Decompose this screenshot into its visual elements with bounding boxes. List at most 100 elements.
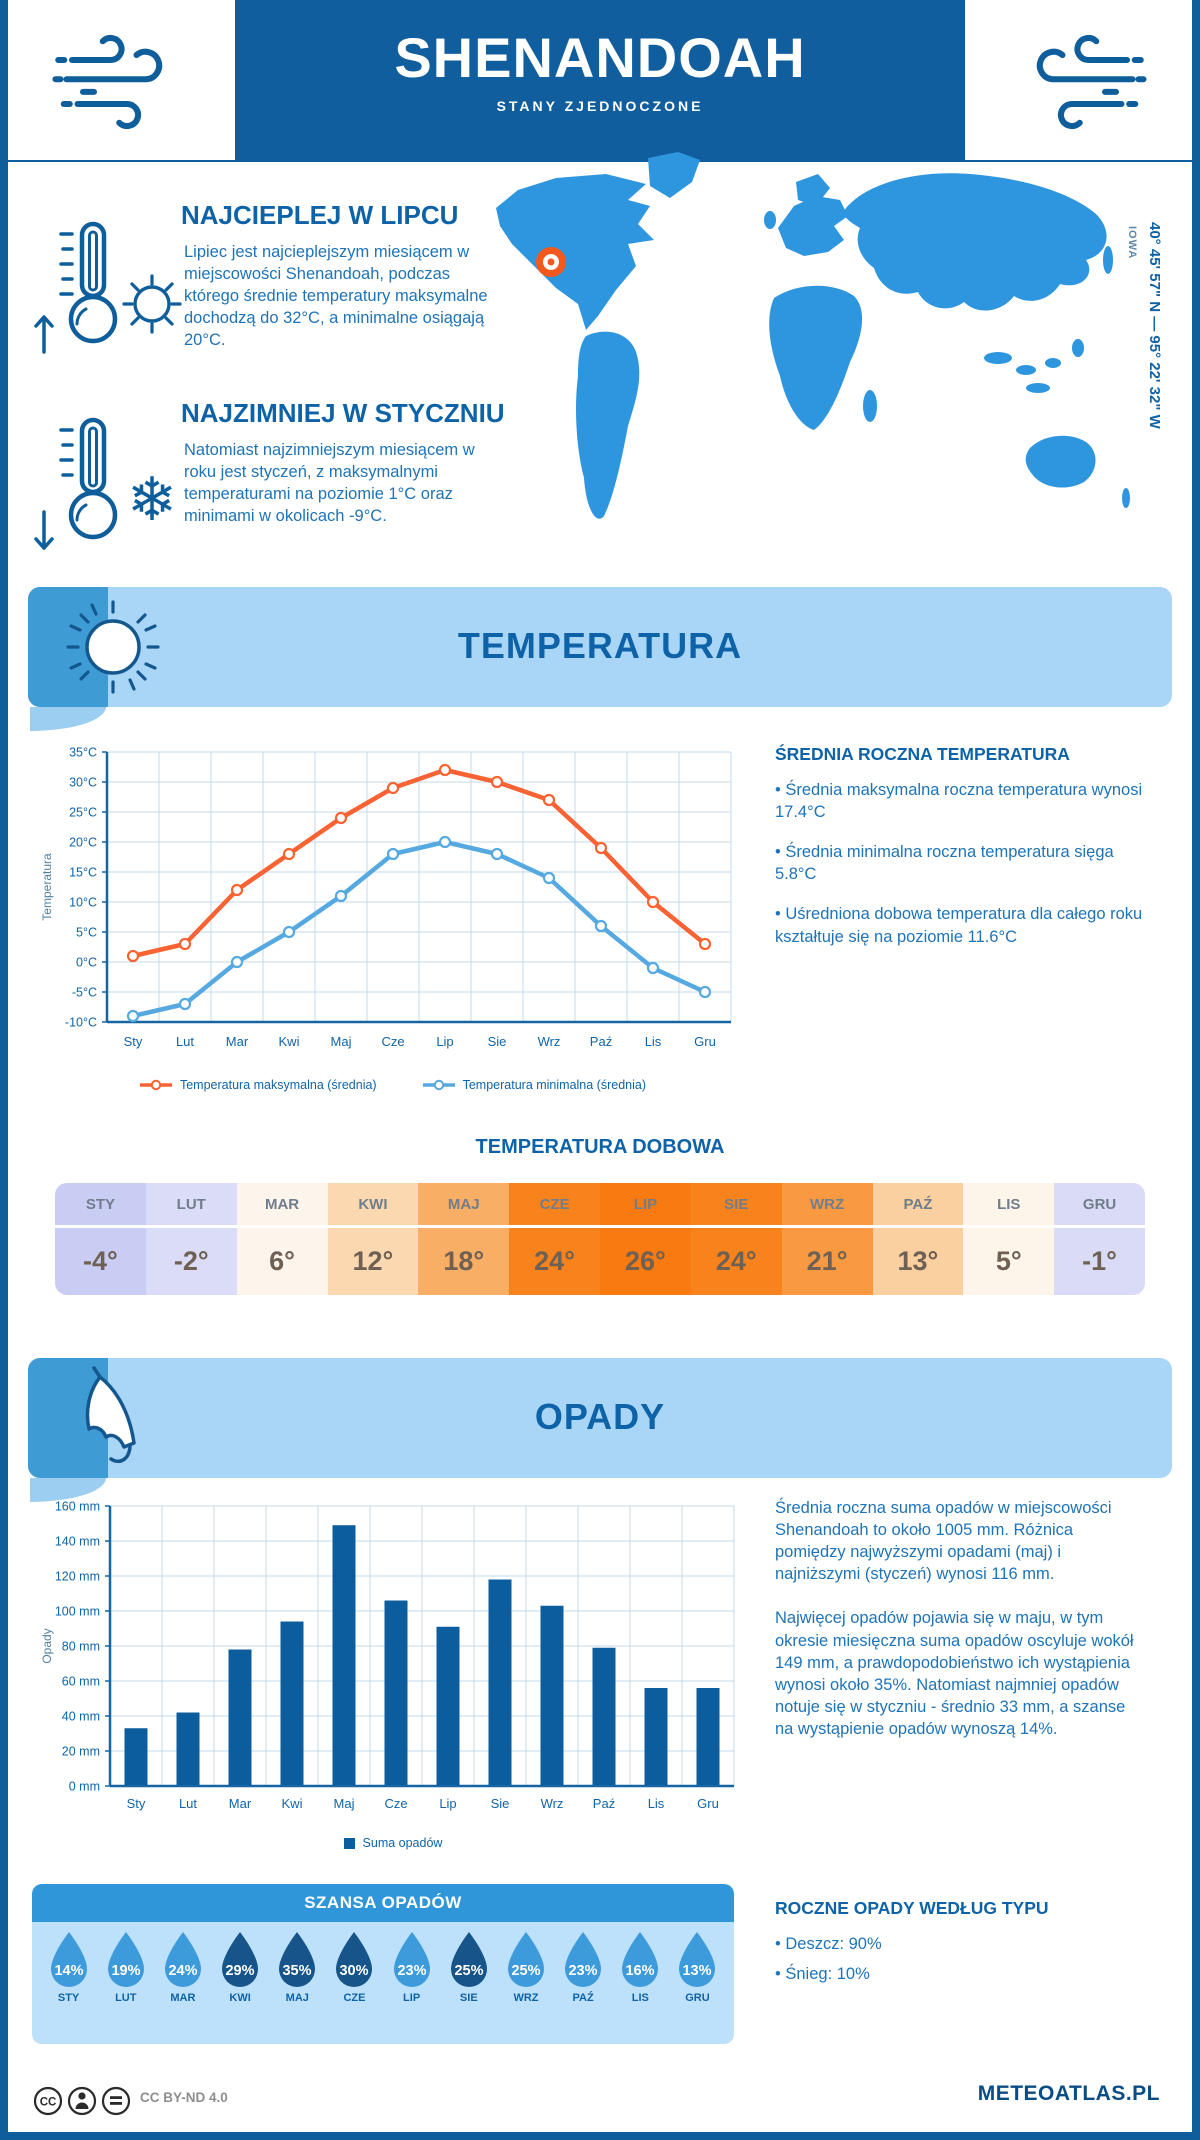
svg-text:Temperatura: Temperatura: [40, 853, 54, 921]
svg-text:0 mm: 0 mm: [69, 1780, 100, 1794]
wind-icon: [1036, 34, 1147, 130]
svg-text:20°C: 20°C: [69, 836, 97, 850]
region-label: IOWA: [1126, 226, 1138, 260]
cc-license-icons: CC: [33, 2086, 131, 2116]
temperature-banner: TEMPERATURA: [28, 587, 1172, 731]
svg-text:19%: 19%: [111, 1963, 140, 1979]
precipitation-banner: OPADY: [28, 1358, 1172, 1502]
svg-text:Lip: Lip: [436, 1034, 453, 1049]
svg-text:100 mm: 100 mm: [55, 1605, 100, 1619]
svg-text:160 mm: 160 mm: [55, 1500, 100, 1514]
temperature-value-cell: 18°: [418, 1228, 510, 1295]
svg-text:35°C: 35°C: [69, 746, 97, 760]
svg-text:Paź: Paź: [593, 1796, 615, 1811]
temperature-value-cell: 21°: [781, 1228, 873, 1295]
temperature-value-cell: 24°: [690, 1228, 782, 1295]
svg-text:Opady: Opady: [40, 1628, 54, 1663]
chance-month-label: LUT: [115, 1992, 137, 2004]
raindrop-icon: 25%: [507, 1932, 544, 1987]
svg-text:80 mm: 80 mm: [62, 1640, 100, 1654]
chance-month-label: MAJ: [285, 1992, 309, 2004]
precipitation-chance-drops: 14% STY 19% LUT 24% MAR 29% KWI 35% MAJ 30% CZE 23% L…: [32, 1922, 734, 2044]
svg-text:25%: 25%: [454, 1963, 483, 1979]
header-right-corner: [965, 0, 1192, 160]
chance-month-label: CZE: [343, 1992, 366, 2004]
chance-drop-item: 24% MAR: [154, 1930, 211, 2044]
temperature-banner-title: TEMPERATURA: [457, 625, 743, 666]
month-header-cell: LIS: [963, 1183, 1055, 1225]
svg-text:Lut: Lut: [179, 1796, 197, 1811]
coldest-title: NAJZIMNIEJ W STYCZNIU: [181, 398, 505, 428]
right-border: [1192, 0, 1200, 2140]
chance-drop-item: 23% PAŹ: [555, 1930, 612, 2044]
precipitation-chance-box: SZANSA OPADÓW 14% STY 19% LUT 24% MAR 29% KWI 35…: [32, 1884, 734, 2044]
svg-text:0°C: 0°C: [76, 956, 97, 970]
svg-text:Lis: Lis: [645, 1034, 662, 1049]
chance-month-label: MAR: [170, 1992, 196, 2004]
precipitation-banner-title: OPADY: [534, 1396, 666, 1437]
raindrop-icon: 30%: [336, 1932, 373, 1987]
daily-temperature-heading: TEMPERATURA DOBOWA: [475, 1136, 725, 1158]
precipitation-type-heading: ROCZNE OPADY WEDŁUG TYPU: [775, 1898, 1049, 1918]
chance-month-label: SIE: [459, 1992, 478, 2004]
svg-text:Mar: Mar: [226, 1034, 249, 1049]
chance-drop-item: 29% KWI: [212, 1930, 269, 2044]
svg-text:Paź: Paź: [590, 1034, 612, 1049]
month-header-cell: WRZ: [781, 1183, 873, 1225]
raindrop-icon: 23%: [565, 1932, 602, 1987]
thermometer-cold-icon: ❄: [34, 417, 177, 550]
svg-text:5°C: 5°C: [76, 926, 97, 940]
chance-drop-item: 19% LUT: [97, 1930, 154, 2044]
page-title: SHENANDOAH: [394, 26, 806, 89]
cc-icon: CC: [40, 2097, 57, 2109]
svg-text:Wrz: Wrz: [541, 1796, 564, 1811]
temperature-value-cell: 6°: [236, 1228, 328, 1295]
svg-text:60 mm: 60 mm: [62, 1675, 100, 1689]
svg-text:40 mm: 40 mm: [62, 1710, 100, 1724]
svg-text:15°C: 15°C: [69, 866, 97, 880]
chance-month-label: STY: [57, 1992, 80, 2004]
svg-text:10°C: 10°C: [69, 896, 97, 910]
svg-text:30°C: 30°C: [69, 776, 97, 790]
svg-text:-10°C: -10°C: [65, 1016, 97, 1030]
warmest-title: NAJCIEPLEJ W LIPCU: [181, 200, 459, 230]
temperature-value-cell: 5°: [963, 1228, 1055, 1295]
chance-month-label: GRU: [685, 1992, 710, 2004]
svg-text:Sie: Sie: [488, 1034, 507, 1049]
svg-text:16%: 16%: [626, 1963, 655, 1979]
svg-text:14%: 14%: [54, 1963, 83, 1979]
temperature-value-cell: -4°: [55, 1228, 146, 1295]
raindrop-icon: 16%: [622, 1932, 659, 1987]
coordinates-label: 40° 45' 57" N — 95° 22' 32" W: [1146, 222, 1163, 429]
chance-month-label: WRZ: [513, 1992, 539, 2004]
annual-temp-bullet: Uśredniona dobowa temperatura dla całego…: [775, 903, 1145, 947]
bottom-border: [0, 2132, 1200, 2140]
temperature-chart-legend: Temperatura maksymalna (średnia) Temperat…: [38, 1078, 748, 1092]
month-header-cell: LIP: [600, 1183, 691, 1225]
month-header-cell: MAJ: [418, 1183, 510, 1225]
month-header-cell: PAŹ: [872, 1183, 964, 1225]
rain-bullet: Deszcz: 90%: [775, 1933, 1147, 1955]
raindrop-icon: 29%: [222, 1932, 259, 1987]
svg-text:30%: 30%: [340, 1963, 369, 1979]
raindrop-icon: 23%: [393, 1932, 430, 1987]
chance-month-label: LIP: [403, 1992, 421, 2004]
svg-text:25%: 25%: [511, 1963, 540, 1979]
svg-text:-5°C: -5°C: [72, 986, 97, 1000]
map-continents: [496, 152, 1130, 519]
precipitation-text-column: Średnia roczna suma opadów w miejscowośc…: [775, 1497, 1147, 1740]
svg-text:Lip: Lip: [439, 1796, 456, 1811]
month-header-cell: KWI: [327, 1183, 419, 1225]
svg-text:Maj: Maj: [331, 1034, 352, 1049]
svg-text:140 mm: 140 mm: [55, 1535, 100, 1549]
precipitation-paragraph: Najwięcej opadów pojawia się w maju, w t…: [775, 1609, 1134, 1738]
wind-icon: [52, 34, 163, 130]
chance-drop-item: 25% SIE: [440, 1930, 497, 2044]
legend-item: Temperatura maksymalna (średnia): [139, 1078, 377, 1092]
svg-text:Sie: Sie: [491, 1796, 510, 1811]
svg-text:Gru: Gru: [697, 1796, 719, 1811]
precipitation-paragraph: Średnia roczna suma opadów w miejscowośc…: [775, 1499, 1112, 1584]
banner-curl: [30, 707, 106, 731]
raindrop-icon: 25%: [450, 1932, 487, 1987]
svg-text:23%: 23%: [569, 1963, 598, 1979]
